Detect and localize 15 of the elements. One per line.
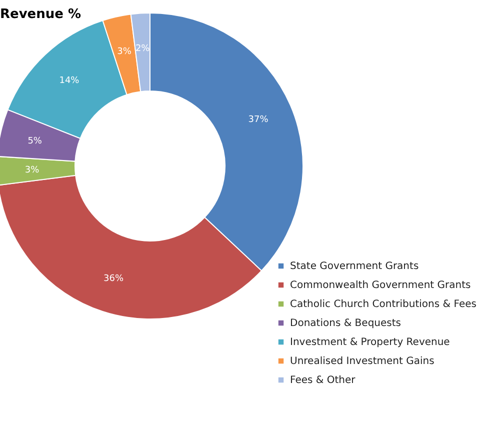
data-label: 36%	[104, 274, 124, 284]
data-label: 37%	[248, 115, 269, 126]
legend-label: Donations & Bequests	[290, 318, 401, 329]
chart-title: Revenue %	[0, 7, 81, 22]
data-label: 2%	[135, 44, 150, 54]
legend-label: Commonwealth Government Grants	[290, 280, 471, 291]
legend-label: Unrealised Investment Gains	[290, 356, 434, 367]
data-label: 5%	[28, 136, 42, 146]
data-label: 3%	[117, 46, 132, 57]
legend-label: Fees & Other	[290, 375, 356, 386]
legend-label: Investment & Property Revenue	[290, 337, 450, 348]
legend-label: Catholic Church Contributions & Fees	[290, 299, 476, 310]
data-label: 3%	[24, 166, 40, 176]
data-label: 14%	[59, 76, 80, 86]
legend-label: State Government Grants	[290, 261, 419, 272]
